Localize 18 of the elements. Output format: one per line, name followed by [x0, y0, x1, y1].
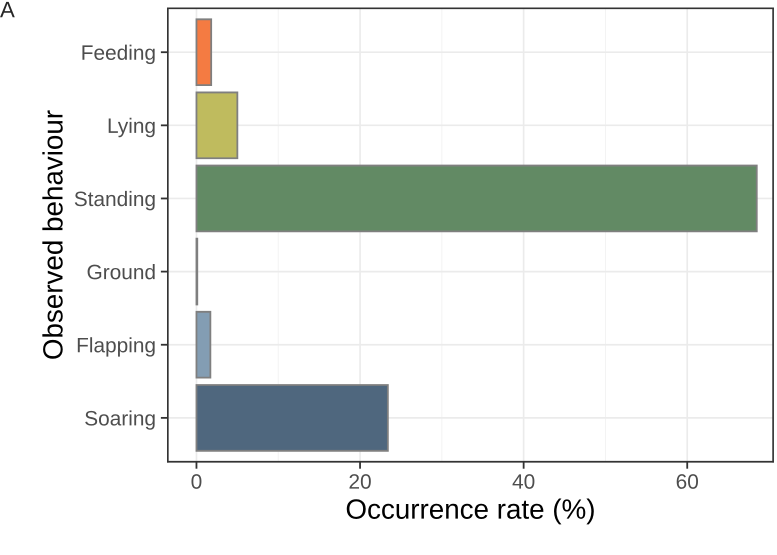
bar — [196, 164, 758, 232]
y-tick-label: Soaring — [85, 410, 155, 430]
y-tick-label: Flapping — [78, 337, 155, 357]
bar — [196, 310, 212, 379]
bar — [196, 384, 389, 452]
y-axis-title: Observed behaviour — [42, 110, 63, 359]
y-tick-label: Ground — [88, 264, 155, 280]
y-tick-label: Standing — [74, 190, 155, 210]
bar — [196, 18, 212, 86]
x-axis-title: Occurrence rate (%) — [346, 498, 594, 524]
text: A — [0, 2, 15, 18]
x-tick-label: 20 — [350, 474, 371, 489]
bar — [196, 92, 238, 160]
x-tick-label: 0 — [191, 474, 202, 489]
x-tick-label: 40 — [512, 474, 534, 489]
y-tick-label: Lying — [108, 118, 155, 138]
x-tick-label: 60 — [676, 474, 698, 489]
y-tick-label: Feeding — [82, 44, 155, 64]
